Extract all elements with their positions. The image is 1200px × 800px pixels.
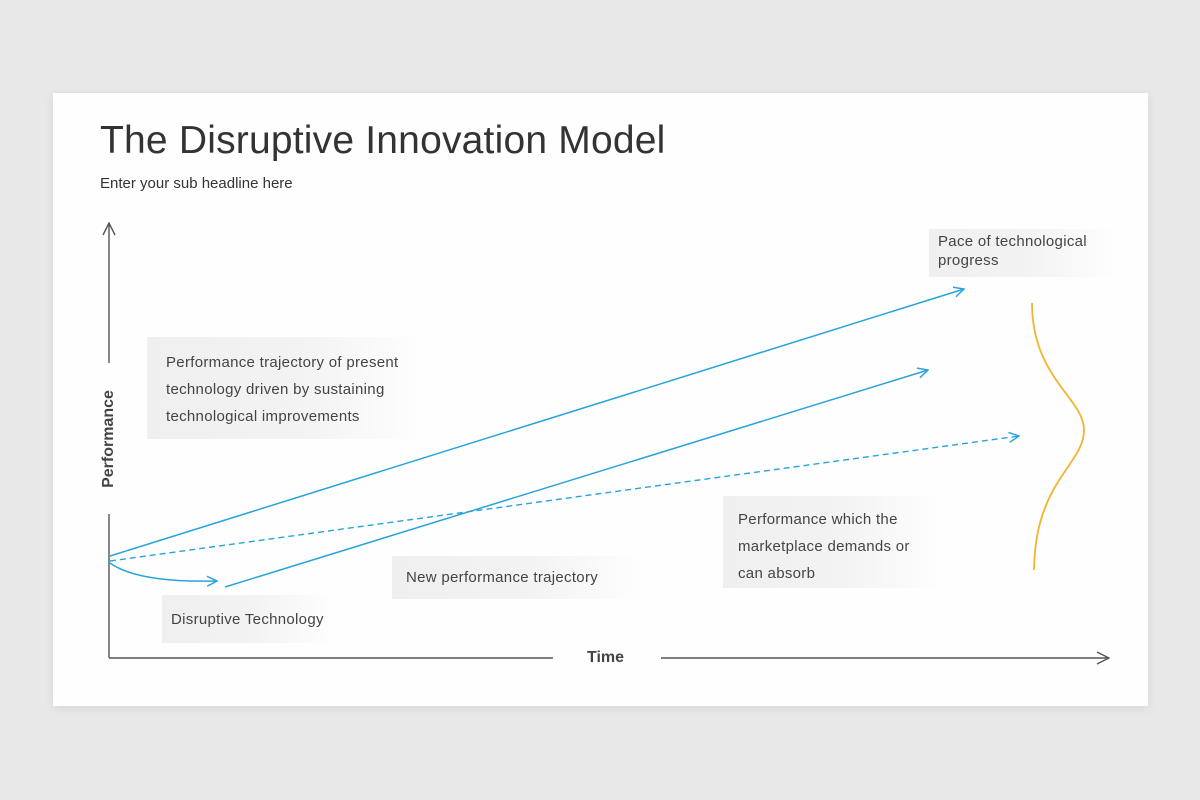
label-line: technological improvements	[166, 408, 360, 425]
sustaining-trajectory-label: Performance trajectory of present techno…	[147, 337, 425, 439]
market-demand-label: Performance which the marketplace demand…	[723, 496, 943, 588]
label-line: New performance trajectory	[406, 569, 599, 586]
page-title: The Disruptive Innovation Model	[100, 119, 666, 162]
label-line: technology driven by sustaining	[166, 381, 385, 398]
new-trajectory-label: New performance trajectory	[392, 556, 644, 599]
market-range-curve	[1031, 302, 1085, 571]
label-line: Performance trajectory of present	[166, 354, 399, 371]
label-line: Pace of technological	[938, 233, 1087, 250]
market-demand-line	[109, 436, 1019, 562]
label-line: progress	[938, 252, 999, 269]
label-line: can absorb	[738, 565, 816, 582]
label-line: marketplace demands or	[738, 538, 910, 555]
slide: The Disruptive Innovation Model Enter yo…	[53, 93, 1148, 706]
label-line: Performance which the	[738, 511, 898, 528]
x-axis-label: Time	[587, 649, 625, 666]
sustaining-trajectory-line	[109, 289, 964, 557]
new-trajectory-line	[224, 370, 928, 588]
disruptive-innovation-diagram	[53, 93, 1148, 706]
disruptive-technology-label: Disruptive Technology	[162, 595, 334, 643]
technological-progress-label: Pace of technological progress	[929, 229, 1115, 277]
y-axis-label: Performance	[100, 390, 117, 488]
label-line: Disruptive Technology	[171, 611, 324, 628]
disruptive-technology-curve	[109, 562, 217, 581]
page-subtitle: Enter your sub headline here	[100, 175, 293, 192]
